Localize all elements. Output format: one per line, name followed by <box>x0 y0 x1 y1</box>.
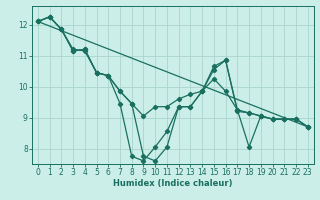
X-axis label: Humidex (Indice chaleur): Humidex (Indice chaleur) <box>113 179 233 188</box>
